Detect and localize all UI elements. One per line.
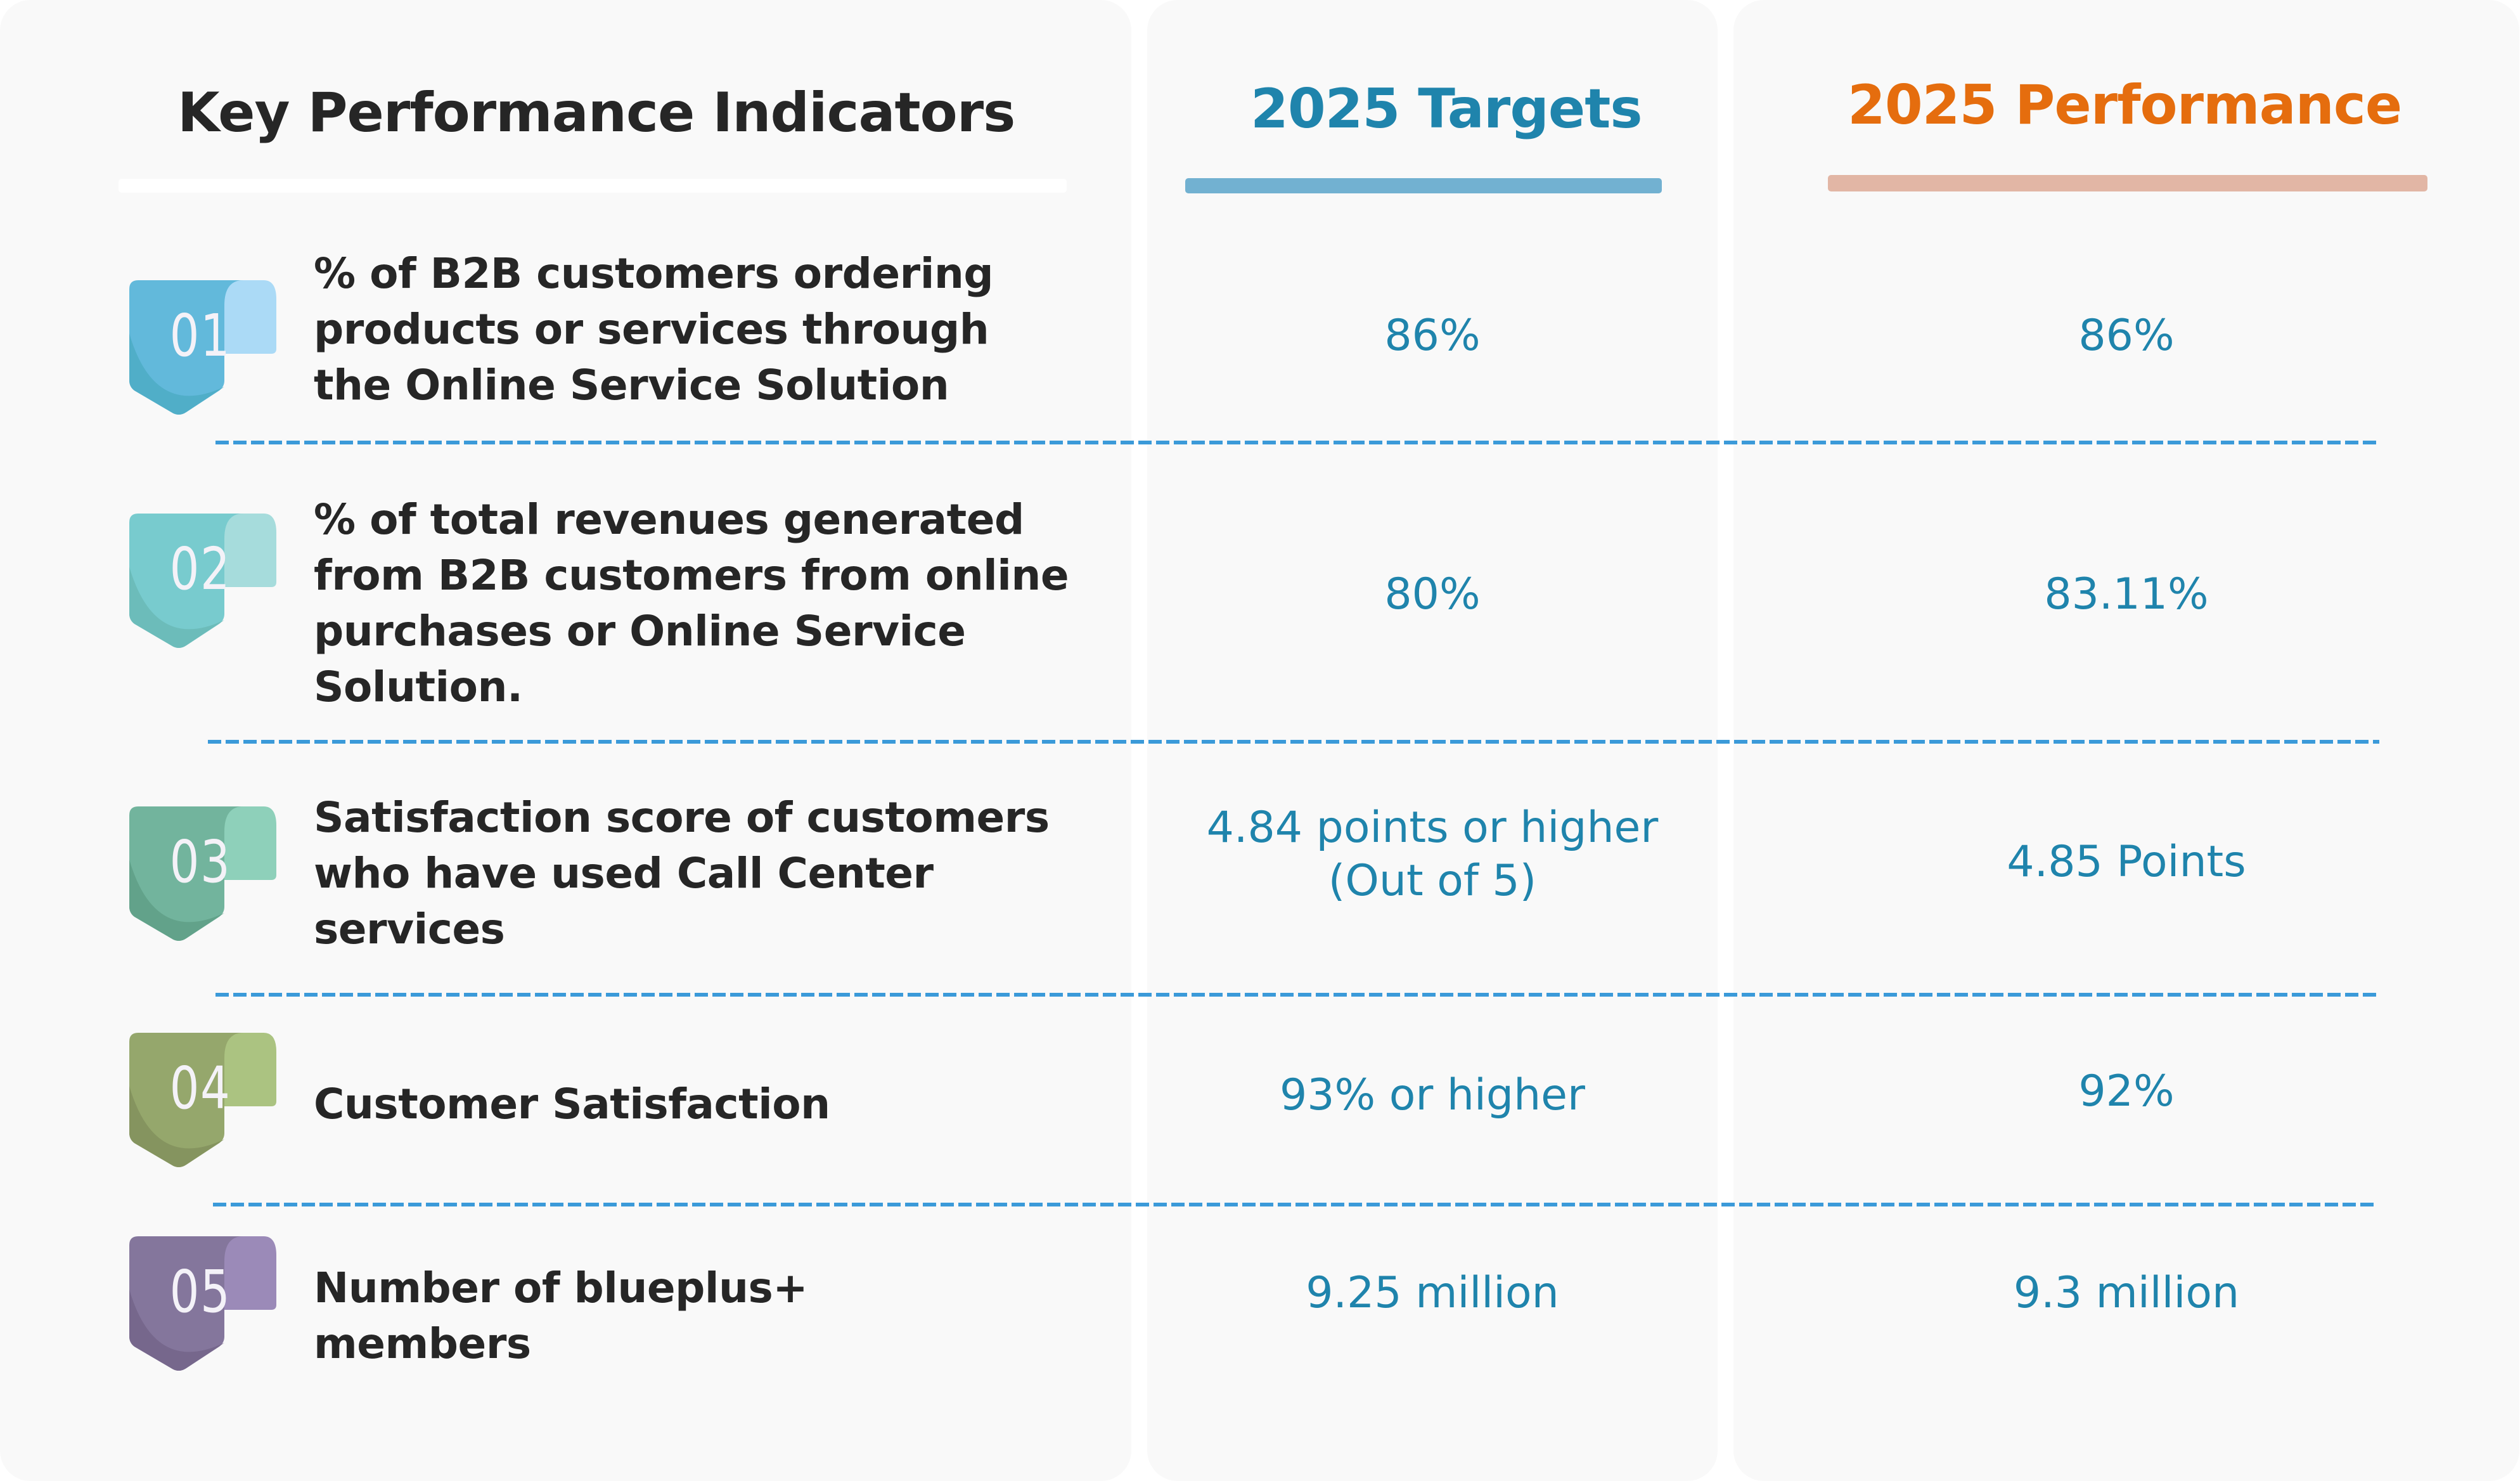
kpi-description-line: % of total revenues generated (314, 495, 1024, 544)
targets-header-underline (1185, 178, 1662, 193)
kpi-description: % of total revenues generated from B2B cu… (314, 492, 1069, 715)
kpi-description: Satisfaction score of customers who have … (314, 790, 1050, 957)
performance-value: 92% (2078, 1066, 2175, 1116)
performance-value: 4.85 Points (2007, 837, 2246, 887)
kpi-number-badge-icon: 04 (129, 1033, 276, 1168)
kpi-description-line: the Online Service Solution (314, 361, 949, 410)
performance-value: 86% (2078, 311, 2175, 361)
kpi-description-line: from B2B customers from online (314, 551, 1069, 600)
row-divider (213, 1203, 2374, 1206)
kpi-number: 02 (169, 535, 231, 603)
target-value-line: 4.84 points or higher (1206, 803, 1659, 853)
performance-value: 83.11% (2044, 569, 2209, 619)
kpi-number-badge-icon: 02 (129, 514, 276, 649)
target-value-line: 9.25 million (1306, 1268, 1559, 1318)
target-value: 86% (1147, 309, 1718, 363)
kpi-number: 04 (169, 1054, 231, 1122)
kpi-number-badge-icon: 05 (129, 1236, 276, 1372)
kpi-description-line: Number of blueplus+ (314, 1264, 808, 1312)
kpi-number: 05 (169, 1258, 231, 1326)
target-value-line: 93% or higher (1280, 1070, 1585, 1120)
row-divider (208, 740, 2379, 744)
target-value: 93% or higher (1147, 1069, 1718, 1122)
kpi-description-line: Solution. (314, 663, 523, 711)
target-value: 4.84 points or higher (Out of 5) (1147, 801, 1718, 908)
kpi-description-line: who have used Call Center (314, 849, 934, 898)
kpi-number: 01 (169, 302, 231, 370)
kpi-description: % of B2B customers ordering products or s… (314, 246, 994, 413)
performance-column-header: 2025 Performance (1848, 74, 2402, 137)
kpi-number: 03 (169, 828, 231, 896)
target-value-line: 86% (1384, 311, 1481, 361)
performance-header-underline (1828, 175, 2427, 191)
kpi-column-header: Key Performance Indicators (177, 81, 1015, 145)
row-divider (215, 993, 2379, 997)
kpi-description-line: Customer Satisfaction (314, 1080, 830, 1129)
target-value: 9.25 million (1147, 1267, 1718, 1320)
kpi-description-line: services (314, 905, 505, 954)
kpi-header-underline (119, 179, 1067, 193)
row-divider (215, 441, 2379, 444)
kpi-description-line: Satisfaction score of customers (314, 793, 1050, 842)
kpi-number-badge-icon: 03 (129, 806, 276, 942)
kpi-description: Customer Satisfaction (314, 1077, 830, 1132)
kpi-description-line: % of B2B customers ordering (314, 249, 994, 298)
kpi-description-line: products or services through (314, 305, 989, 354)
kpi-description: Number of blueplus+ members (314, 1260, 808, 1372)
performance-value: 9.3 million (2013, 1268, 2240, 1318)
targets-column-header: 2025 Targets (1250, 77, 1643, 141)
kpi-description-line: purchases or Online Service (314, 607, 966, 656)
target-value-line: 80% (1384, 569, 1481, 619)
target-value: 80% (1147, 568, 1718, 621)
kpi-description-line: members (314, 1319, 531, 1368)
target-value-line: (Out of 5) (1328, 856, 1537, 906)
kpi-number-badge-icon: 01 (129, 280, 276, 416)
